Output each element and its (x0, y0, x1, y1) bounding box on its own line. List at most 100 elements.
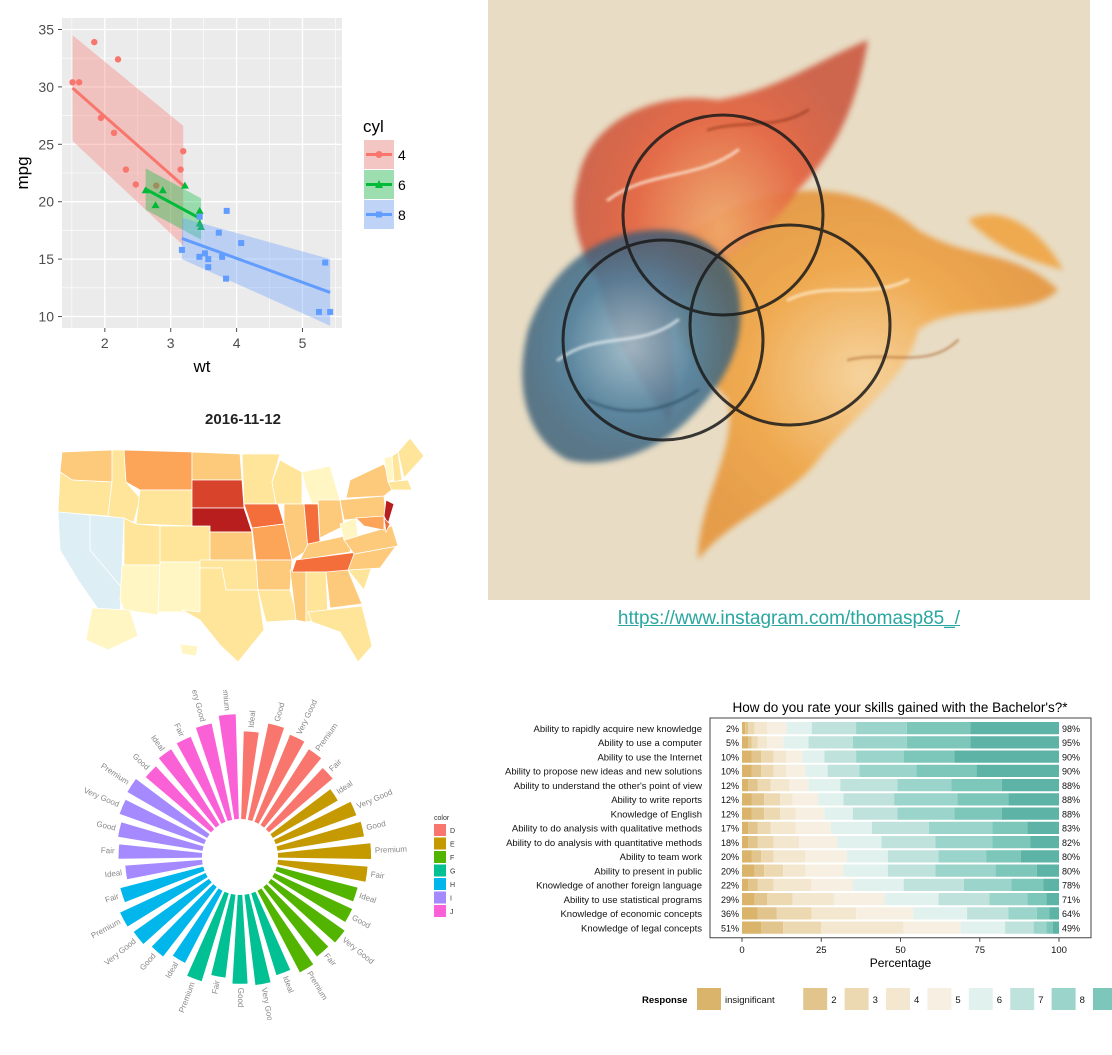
polar-legend-key (434, 824, 446, 836)
polar-bar (125, 859, 203, 880)
polar-bar (272, 872, 353, 922)
likert-segment (795, 807, 825, 820)
likert-segment (938, 893, 990, 906)
likert-high-percent: 83% (1062, 824, 1080, 834)
likert-segment (773, 878, 812, 891)
likert-segment (767, 722, 787, 735)
polar-bar-label: Ideal (281, 975, 296, 995)
likert-segment (935, 864, 996, 877)
point (158, 186, 167, 194)
likert-segment (808, 779, 841, 792)
likert-high-percent: 64% (1062, 909, 1080, 919)
likert-segment (786, 722, 812, 735)
likert-segment (989, 893, 1028, 906)
point (75, 79, 83, 86)
state-ks (209, 531, 255, 561)
likert-segment (764, 807, 781, 820)
series-8 (178, 207, 334, 326)
likert-segment (1030, 836, 1059, 849)
polar-legend-key (434, 905, 446, 917)
point (327, 308, 334, 315)
polar-bar-label: Good (350, 913, 372, 930)
likert-legend-key (1093, 988, 1112, 1010)
series-6 (141, 168, 206, 240)
polar-bar-label: Very Good (189, 690, 208, 723)
likert-segment (954, 807, 1002, 820)
likert-segment (783, 864, 806, 877)
likert-segment (992, 821, 1028, 834)
likert-segment (852, 807, 898, 820)
likert-segment (751, 850, 762, 863)
polar-legend-key (434, 837, 446, 850)
polar-legend-key (434, 864, 446, 877)
likert-segment (742, 921, 762, 934)
likert-segment (761, 750, 774, 763)
polar-bar-label: Good (96, 819, 117, 832)
likert-segment (1008, 907, 1037, 920)
polar-bar-label: Very Good (260, 987, 276, 1020)
likert-segment (903, 921, 961, 934)
likert-segment (963, 878, 1012, 891)
likert-x-tick-label: 75 (974, 945, 985, 956)
likert-row-label: Ability to use the Internet (597, 752, 702, 763)
likert-title: How do you rate your skills gained with … (732, 700, 1068, 715)
likert-low-percent: 10% (721, 767, 739, 777)
polar-bar (277, 859, 368, 882)
likert-segment (742, 793, 752, 806)
likert-segment (742, 722, 746, 735)
polar-bar (257, 888, 314, 973)
likert-segment (764, 793, 781, 806)
polar-bar-label: Ideal (104, 868, 123, 879)
likert-segment (887, 850, 939, 863)
polar-bar (127, 779, 210, 838)
point (114, 56, 122, 63)
y-tick-label: 25 (38, 136, 54, 152)
instagram-link[interactable]: https://www.instagram.com/thomasp85_/ (617, 608, 961, 629)
x-tick-label: 3 (167, 335, 175, 351)
point (223, 207, 230, 214)
point (195, 206, 204, 214)
likert-row-label: Ability to rapidly acquire new knowledge (534, 724, 702, 735)
polar-bar-label: Fair (327, 757, 343, 773)
polar-bar (276, 821, 365, 851)
fit-line-8 (181, 237, 331, 294)
likert-legend-label: 2 (831, 995, 836, 1006)
state-nm (157, 561, 201, 613)
likert-segment (761, 850, 774, 863)
likert-segment (742, 750, 752, 763)
polar-bar-label: Premium (90, 917, 123, 940)
state-hi (179, 643, 199, 657)
likert-segment (811, 722, 857, 735)
likert-x-tick-label: 100 (1051, 945, 1067, 956)
likert-segment (792, 793, 819, 806)
polar-bar (172, 888, 223, 963)
likert-high-percent: 78% (1062, 881, 1080, 891)
likert-segment (805, 850, 847, 863)
likert-segment (751, 736, 758, 749)
polar-bar-label: Fair (172, 722, 186, 739)
circle-left (561, 238, 765, 442)
state-az (119, 564, 161, 616)
point (151, 201, 160, 209)
polar-legend-key (434, 878, 446, 890)
state-wy (135, 489, 193, 527)
likert-legend-key (886, 988, 910, 1010)
polar-bar (158, 749, 220, 828)
likert-segment (960, 921, 1006, 934)
state-nd (191, 451, 243, 481)
likert-segment (887, 864, 936, 877)
likert-segment (1027, 893, 1047, 906)
likert-segment (742, 907, 758, 920)
likert-segment (786, 764, 806, 777)
likert-segment (773, 750, 787, 763)
polar-bar-label: Fair (370, 870, 385, 881)
polar-bar (275, 866, 358, 902)
likert-legend-key (968, 988, 993, 1010)
point (315, 308, 322, 315)
likert-segment (903, 878, 964, 891)
point (219, 253, 226, 260)
fit-line-6 (144, 187, 202, 221)
likert-segment (967, 907, 1009, 920)
likert-segment (757, 907, 777, 920)
likert-high-percent: 88% (1062, 809, 1080, 819)
